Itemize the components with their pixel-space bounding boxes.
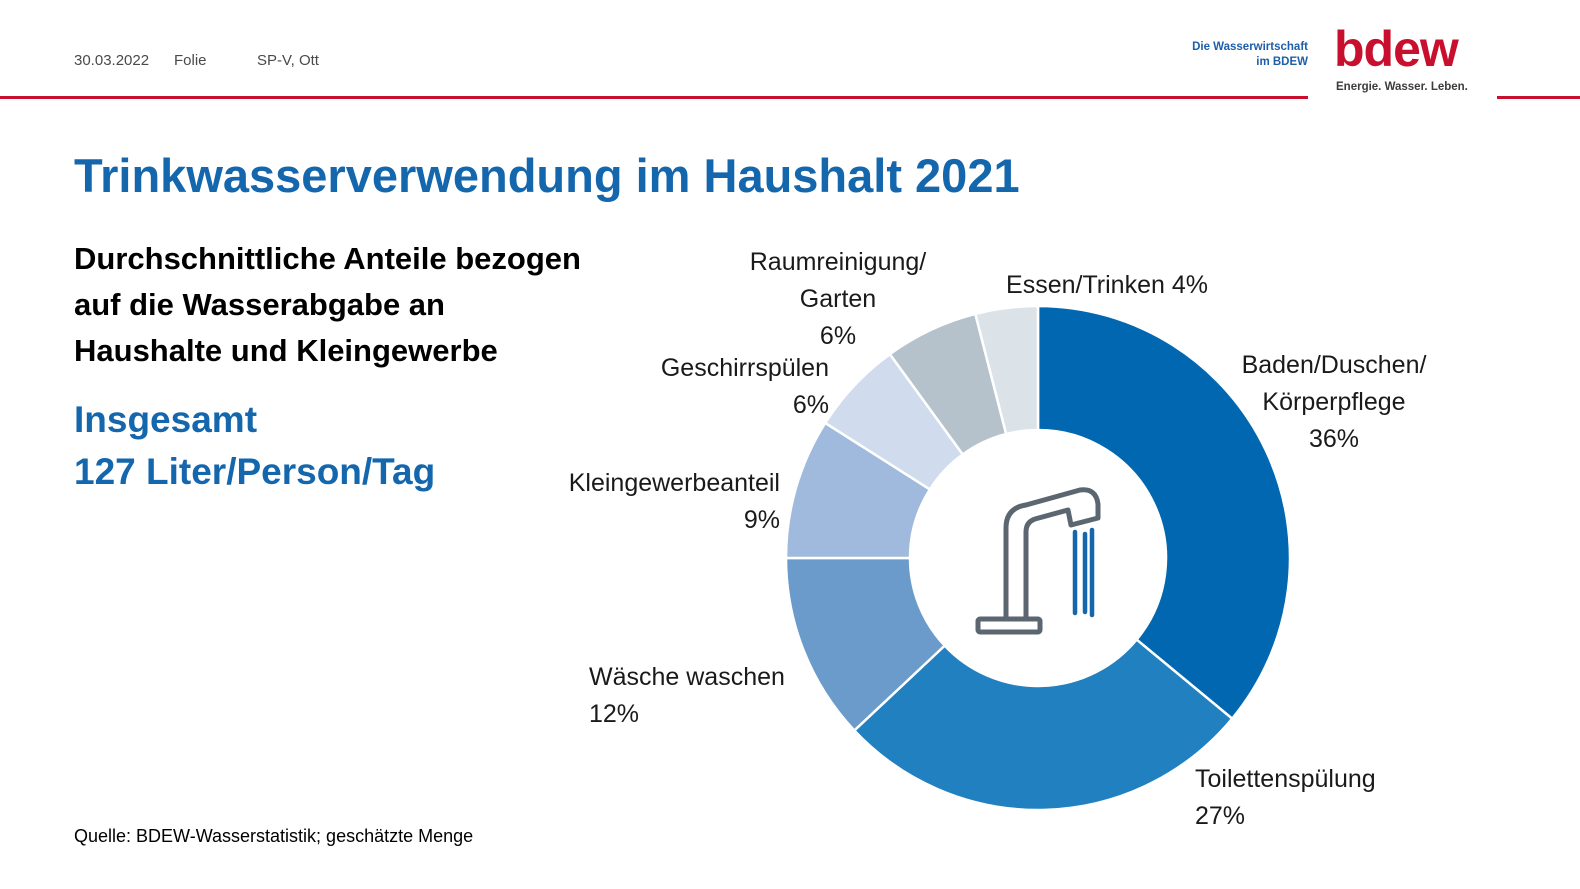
slice-toilette xyxy=(852,637,1234,812)
bdew-logo: bdew xyxy=(1334,21,1459,77)
subtitle-line-3: Haushalte und Kleingewerbe xyxy=(74,333,498,368)
total-usage: Insgesamt 127 Liter/Person/Tag xyxy=(74,394,435,498)
header-date: 30.03.2022 xyxy=(74,52,150,69)
label-geschirr: Geschirrspülen 6% xyxy=(661,354,829,419)
label-essen: Essen/Trinken 4% xyxy=(1006,271,1208,299)
total-line-1: Insgesamt xyxy=(74,399,258,440)
label-waesche-line-0: Wäsche waschen xyxy=(589,663,785,691)
header-rule-left xyxy=(0,96,1308,99)
label-geschirr-line-1: 6% xyxy=(793,391,829,419)
donut-slices xyxy=(784,304,1292,812)
label-baden-line-1: Körperpflege xyxy=(1262,388,1405,416)
label-kleingewerbe: Kleingewerbeanteil 9% xyxy=(569,469,780,534)
label-toilette: Toilettenspülung 27% xyxy=(1195,765,1376,830)
label-baden-line-0: Baden/Duschen/ xyxy=(1242,351,1427,379)
label-raum-line-2: 6% xyxy=(820,322,856,350)
subtitle: Durchschnittliche Anteile bezogen auf di… xyxy=(74,236,654,374)
label-baden: Baden/Duschen/Körperpflege 36% xyxy=(1242,351,1427,453)
total-line-2: 127 Liter/Person/Tag xyxy=(74,451,436,492)
page-title: Trinkwasserverwendung im Haushalt 2021 xyxy=(74,149,1020,202)
subtitle-line-1: Durchschnittliche Anteile bezogen xyxy=(74,241,581,276)
label-essen-line-0: Essen/Trinken 4% xyxy=(1006,271,1208,299)
water-tap-icon xyxy=(975,487,1101,635)
logo-subline: Die Wasserwirtschaft im BDEW xyxy=(1150,40,1308,70)
label-raum-line-0: Raumreinigung/ xyxy=(750,248,927,276)
label-baden-line-2: 36% xyxy=(1309,425,1359,453)
label-toilette-line-1: 27% xyxy=(1195,802,1245,830)
label-waesche: Wäsche waschen 12% xyxy=(589,663,785,728)
header-author: SP-V, Ott xyxy=(257,52,319,69)
label-toilette-line-0: Toilettenspülung xyxy=(1195,765,1376,793)
slice-baden xyxy=(1036,304,1292,721)
subtitle-line-2: auf die Wasserabgabe an xyxy=(74,287,445,322)
label-kleingewerbe-line-0: Kleingewerbeanteil xyxy=(569,469,780,497)
header-rule-right xyxy=(1497,96,1580,99)
source-note: Quelle: BDEW-Wasserstatistik; geschätzte… xyxy=(74,826,474,846)
label-raum-line-1: Garten xyxy=(800,285,876,313)
logo-slogan: Energie. Wasser. Leben. xyxy=(1336,81,1468,93)
label-raum: Raumreinigung/Garten 6% xyxy=(750,248,927,350)
label-waesche-line-1: 12% xyxy=(589,700,639,728)
logo-subline-2: im BDEW xyxy=(1256,56,1308,68)
slice-essen xyxy=(973,304,1040,436)
logo-subline-1: Die Wasserwirtschaft xyxy=(1192,41,1308,53)
label-kleingewerbe-line-1: 9% xyxy=(744,506,780,534)
header-folie: Folie xyxy=(174,52,207,69)
donut-labels: Baden/Duschen/Körperpflege 36% Toilettensp… xyxy=(569,248,1427,830)
label-geschirr-line-0: Geschirrspülen xyxy=(661,354,829,382)
